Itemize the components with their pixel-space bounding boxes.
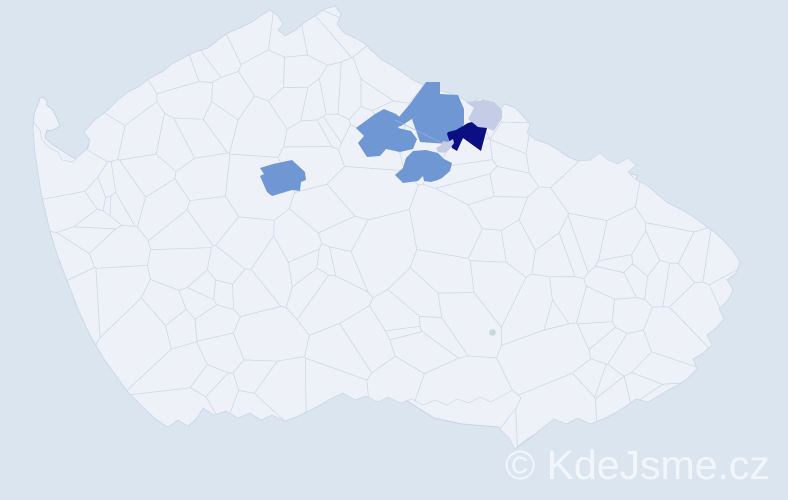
svg-text:© KdeJsme.cz: © KdeJsme.cz [505,442,770,488]
